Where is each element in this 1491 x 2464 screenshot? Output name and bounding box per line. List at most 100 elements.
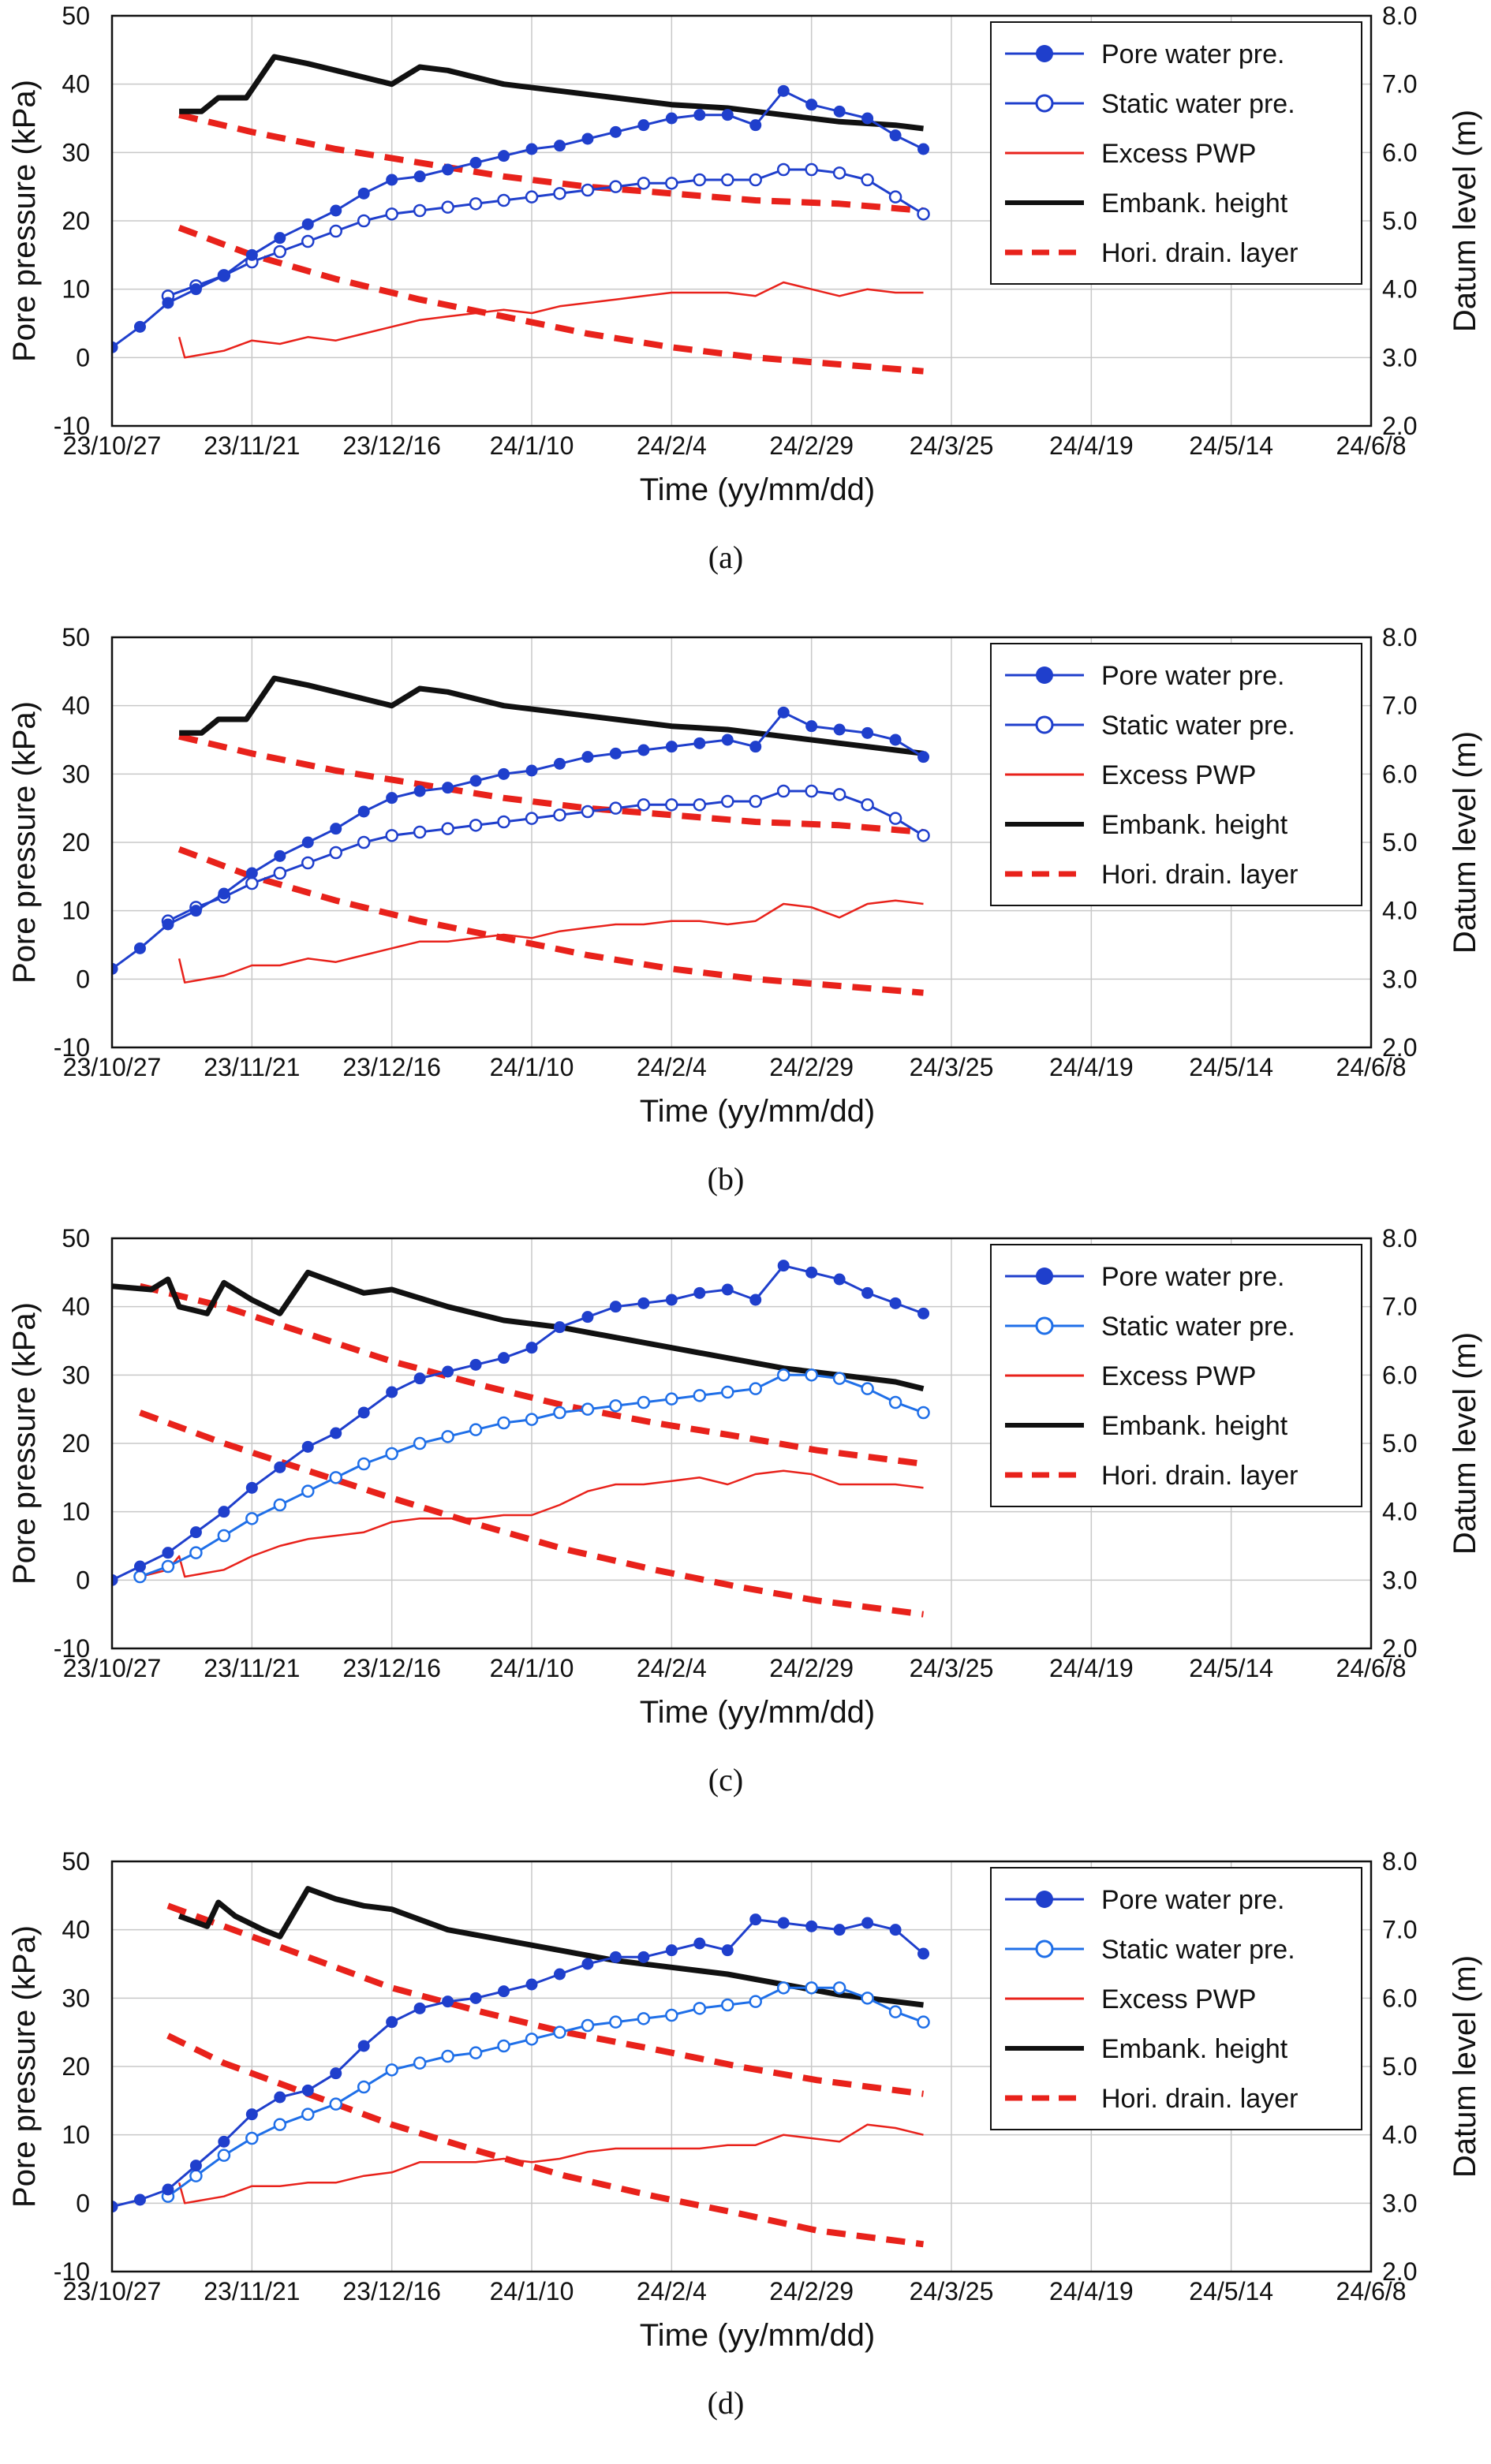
legend-item: Hori. drain. layer (1005, 2084, 1298, 2114)
data-point (329, 224, 342, 238)
y2-tick-label: 5.0 (1382, 828, 1417, 857)
data-point (581, 1311, 594, 1323)
data-point (805, 1368, 818, 1382)
series-line (178, 281, 924, 359)
data-point (665, 1294, 678, 1306)
data-point (721, 173, 734, 187)
series-4 (178, 1886, 924, 2008)
series-6 (139, 1409, 925, 1618)
x-tick-label: 23/11/21 (204, 1654, 300, 1682)
data-point (525, 1413, 539, 1426)
x-tick-label: 24/5/14 (1189, 1654, 1273, 1682)
y-tick-label: 10 (62, 275, 90, 304)
data-point (413, 170, 426, 183)
data-point (917, 1947, 930, 1960)
data-point (441, 822, 454, 835)
x-tick-label: 23/11/21 (204, 2277, 300, 2305)
series-line (167, 1986, 925, 2197)
legend-label: Static water pre. (1101, 89, 1295, 119)
data-point (498, 767, 510, 780)
data-point (469, 775, 482, 787)
legend: Pore water pre. Static water pre. Excess P… (990, 1244, 1362, 1507)
y-tick-label: 10 (62, 2121, 90, 2149)
data-point (832, 1372, 846, 1385)
x-tick-label: 23/10/27 (63, 431, 162, 460)
y2-axis-title: Datum level (m) (1448, 1955, 1482, 2178)
legend-item: Hori. drain. layer (1005, 860, 1298, 890)
legend-label: Hori. drain. layer (1101, 2084, 1298, 2114)
legend-label: Embank. height (1101, 2034, 1288, 2064)
data-point (301, 856, 315, 870)
data-point (805, 720, 818, 733)
data-point (189, 2169, 203, 2182)
series-line (179, 54, 924, 132)
data-point (245, 1512, 259, 1525)
data-point (832, 166, 846, 180)
series-line (178, 1886, 924, 2008)
data-point (917, 829, 930, 842)
series-5 (178, 733, 924, 835)
data-point (442, 163, 454, 176)
legend-item: Excess PWP (1005, 1361, 1256, 1391)
legend-marker (1035, 1939, 1054, 1958)
legend-item: Pore water pre. (1005, 661, 1284, 691)
y-tick-label: -10 (54, 1033, 90, 1062)
series-4 (179, 675, 924, 756)
data-point (693, 173, 707, 187)
series-3 (178, 899, 924, 984)
y-tick-label: 50 (62, 2, 90, 30)
data-point (357, 2080, 371, 2094)
data-point (442, 782, 454, 794)
legend-item: Excess PWP (1005, 760, 1256, 790)
data-point (385, 1447, 398, 1461)
y2-tick-label: 7.0 (1382, 1293, 1417, 1321)
data-point (385, 207, 398, 221)
y-tick-label: 40 (62, 70, 90, 99)
legend-item: Static water pre. (1005, 711, 1295, 741)
data-point (665, 112, 678, 125)
y-tick-label: 20 (62, 828, 90, 857)
y2-tick-label: 6.0 (1382, 1984, 1417, 2012)
chart-panel-2: 23/10/27 23/11/21 23/12/16 24/1/10 24/2/4 24/… (7, 623, 1482, 1197)
x-tick-label: 24/4/19 (1049, 1654, 1134, 1682)
data-point (805, 1920, 818, 1932)
series-line (178, 224, 924, 375)
panel-caption: (b) (708, 1161, 745, 1197)
legend-item: Pore water pre. (1005, 1262, 1284, 1292)
data-point (749, 173, 762, 187)
data-point (273, 2118, 287, 2131)
x-axis-title: Time (yy/mm/dd) (640, 472, 876, 507)
data-point (721, 1998, 734, 2012)
data-point (553, 140, 566, 152)
data-point (442, 1365, 454, 1378)
legend-marker (1036, 1891, 1053, 1908)
legend-item: Hori. drain. layer (1005, 238, 1298, 268)
data-point (162, 918, 174, 931)
data-point (386, 1386, 398, 1398)
x-tick-label: 23/10/27 (63, 1654, 162, 1682)
series-4 (179, 54, 924, 132)
legend-marker (1036, 1267, 1053, 1285)
data-point (386, 2016, 398, 2029)
data-point (189, 2160, 202, 2172)
data-point (301, 1440, 314, 1453)
x-tick-label: 24/2/29 (769, 1654, 854, 1682)
data-point (609, 2015, 622, 2029)
legend-item: Excess PWP (1005, 1984, 1256, 2014)
data-point (189, 1526, 202, 1539)
plot-frame (110, 1860, 1373, 2273)
data-point (498, 150, 510, 162)
data-point (693, 2002, 707, 2015)
data-point (301, 1484, 315, 1498)
series-1 (112, 84, 930, 353)
legend-label: Static water pre. (1101, 1312, 1295, 1342)
legend-marker (1036, 45, 1053, 62)
data-point (637, 2012, 651, 2025)
series-line (178, 899, 924, 984)
data-point (721, 109, 734, 121)
data-point (469, 197, 483, 211)
y2-tick-label: 6.0 (1382, 138, 1417, 166)
y-tick-label: 0 (76, 1566, 90, 1594)
data-point (665, 1944, 678, 1957)
